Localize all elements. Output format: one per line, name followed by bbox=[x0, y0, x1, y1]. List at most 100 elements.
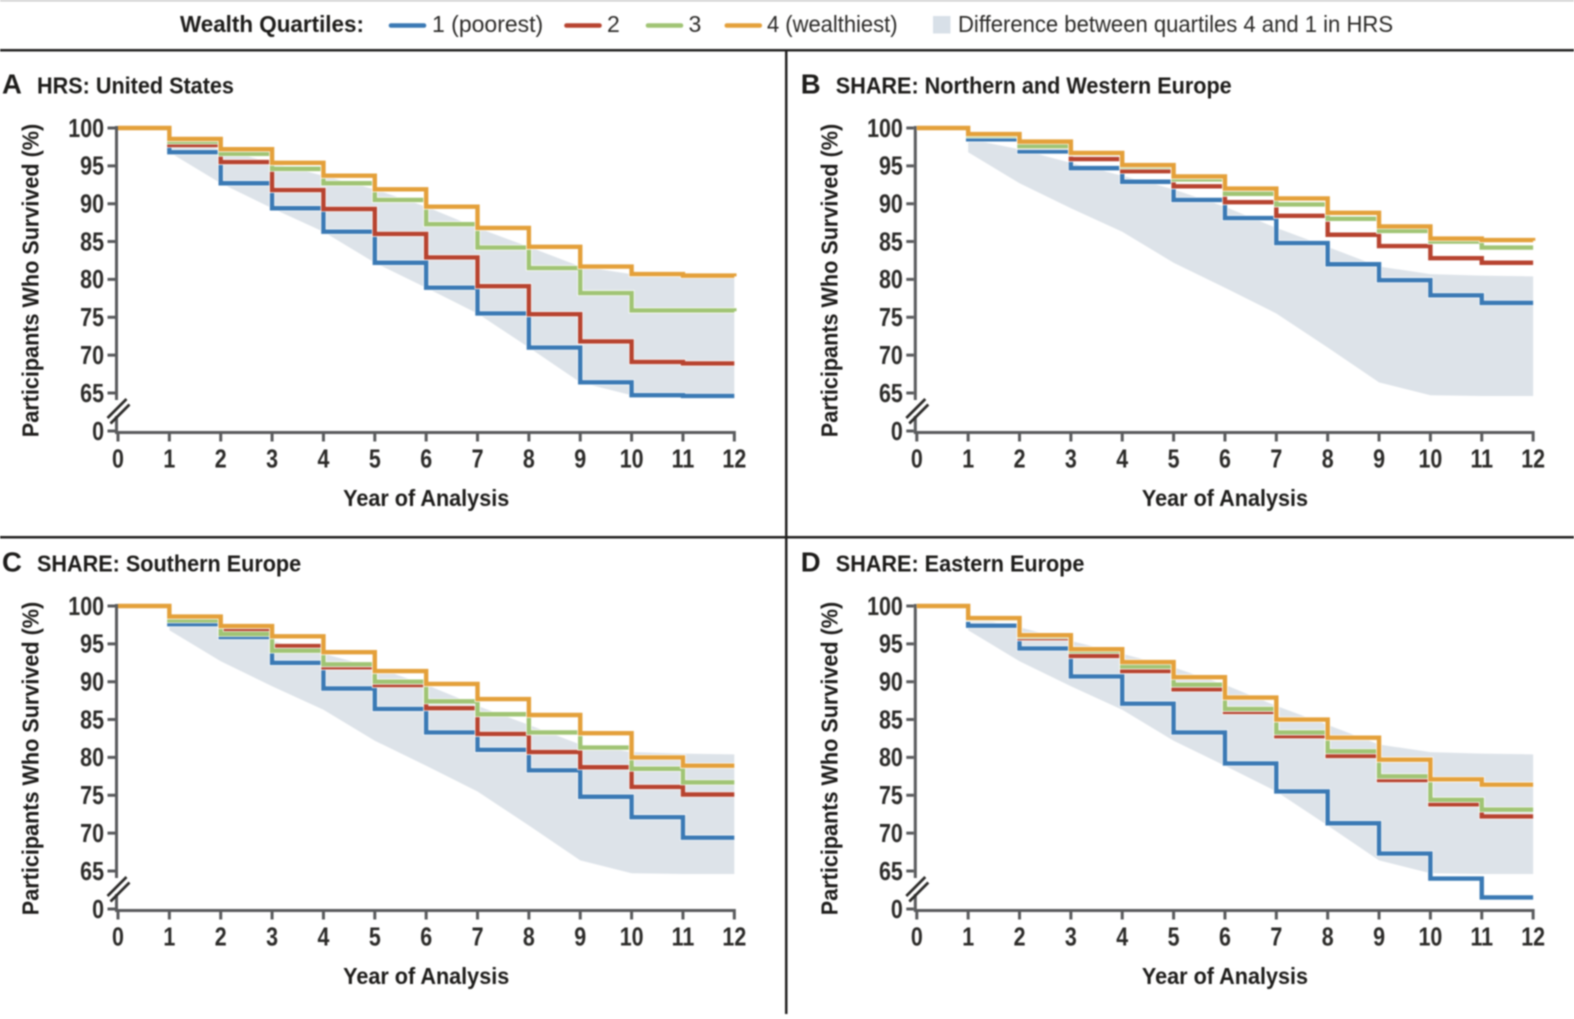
svg-text:9: 9 bbox=[574, 445, 586, 473]
svg-text:Participants Who Survived (%): Participants Who Survived (%) bbox=[18, 602, 44, 915]
svg-text:2: 2 bbox=[1014, 923, 1026, 951]
svg-text:95: 95 bbox=[879, 630, 903, 658]
svg-text:2: 2 bbox=[215, 923, 227, 951]
svg-text:90: 90 bbox=[879, 190, 903, 218]
svg-text:3: 3 bbox=[266, 445, 278, 473]
svg-text:1 (poorest): 1 (poorest) bbox=[432, 11, 543, 37]
svg-text:4 (wealthiest): 4 (wealthiest) bbox=[767, 12, 898, 38]
svg-text:7: 7 bbox=[1270, 923, 1282, 951]
svg-text:70: 70 bbox=[80, 341, 104, 369]
svg-text:3: 3 bbox=[689, 11, 702, 37]
svg-text:65: 65 bbox=[879, 857, 903, 885]
svg-text:Difference between quartiles 4: Difference between quartiles 4 and 1 in … bbox=[958, 12, 1393, 38]
svg-text:0: 0 bbox=[112, 923, 124, 951]
svg-text:8: 8 bbox=[523, 923, 535, 951]
svg-text:1: 1 bbox=[962, 923, 974, 951]
svg-text:10: 10 bbox=[1418, 923, 1442, 951]
svg-text:0: 0 bbox=[92, 895, 104, 923]
svg-text:2: 2 bbox=[1014, 445, 1026, 473]
svg-text:5: 5 bbox=[1168, 923, 1180, 951]
svg-text:4: 4 bbox=[317, 923, 329, 951]
svg-text:95: 95 bbox=[80, 152, 104, 180]
svg-text:0: 0 bbox=[112, 445, 124, 473]
svg-text:C: C bbox=[2, 547, 22, 578]
svg-text:HRS: United States: HRS: United States bbox=[37, 73, 234, 99]
svg-text:1: 1 bbox=[962, 445, 974, 473]
svg-text:9: 9 bbox=[574, 923, 586, 951]
svg-text:1: 1 bbox=[163, 923, 175, 951]
svg-text:3: 3 bbox=[1065, 923, 1077, 951]
svg-text:3: 3 bbox=[1065, 445, 1077, 473]
svg-text:Year of Analysis: Year of Analysis bbox=[1142, 963, 1308, 989]
svg-text:SHARE: Northern and Western Eu: SHARE: Northern and Western Europe bbox=[836, 73, 1232, 99]
svg-text:Year of Analysis: Year of Analysis bbox=[343, 485, 509, 511]
svg-text:5: 5 bbox=[1168, 445, 1180, 473]
svg-text:4: 4 bbox=[317, 445, 329, 473]
svg-text:1: 1 bbox=[163, 445, 175, 473]
svg-text:Participants Who Survived (%): Participants Who Survived (%) bbox=[817, 124, 843, 437]
svg-text:0: 0 bbox=[891, 417, 903, 445]
svg-text:100: 100 bbox=[68, 114, 104, 142]
svg-text:90: 90 bbox=[80, 190, 104, 218]
svg-text:6: 6 bbox=[420, 445, 432, 473]
svg-text:7: 7 bbox=[472, 923, 484, 951]
svg-text:2: 2 bbox=[607, 11, 620, 37]
svg-text:65: 65 bbox=[80, 379, 104, 407]
svg-text:80: 80 bbox=[80, 265, 104, 293]
svg-text:10: 10 bbox=[620, 923, 644, 951]
svg-text:2: 2 bbox=[215, 445, 227, 473]
svg-text:SHARE: Southern Europe: SHARE: Southern Europe bbox=[37, 551, 301, 577]
svg-text:3: 3 bbox=[266, 923, 278, 951]
svg-text:12: 12 bbox=[1521, 923, 1545, 951]
svg-text:0: 0 bbox=[911, 923, 923, 951]
svg-text:95: 95 bbox=[879, 152, 903, 180]
svg-text:12: 12 bbox=[1521, 445, 1545, 473]
svg-text:75: 75 bbox=[80, 303, 104, 331]
svg-text:4: 4 bbox=[1116, 923, 1128, 951]
svg-text:0: 0 bbox=[891, 895, 903, 923]
svg-text:9: 9 bbox=[1373, 445, 1385, 473]
svg-text:70: 70 bbox=[80, 819, 104, 847]
svg-text:10: 10 bbox=[620, 445, 644, 473]
svg-text:7: 7 bbox=[1270, 445, 1282, 473]
svg-text:85: 85 bbox=[879, 706, 903, 734]
svg-text:B: B bbox=[801, 69, 821, 100]
svg-text:80: 80 bbox=[879, 743, 903, 771]
svg-text:11: 11 bbox=[672, 445, 695, 473]
svg-text:4: 4 bbox=[1116, 445, 1128, 473]
svg-text:8: 8 bbox=[1322, 445, 1334, 473]
svg-text:A: A bbox=[2, 69, 22, 100]
svg-text:100: 100 bbox=[867, 592, 903, 620]
svg-text:10: 10 bbox=[1418, 445, 1442, 473]
svg-text:75: 75 bbox=[879, 781, 903, 809]
svg-text:6: 6 bbox=[1219, 445, 1231, 473]
svg-text:8: 8 bbox=[1322, 923, 1334, 951]
svg-text:11: 11 bbox=[1470, 923, 1493, 951]
svg-text:65: 65 bbox=[879, 379, 903, 407]
svg-text:0: 0 bbox=[911, 445, 923, 473]
svg-text:5: 5 bbox=[369, 923, 381, 951]
svg-text:Participants Who Survived (%): Participants Who Survived (%) bbox=[18, 124, 44, 437]
svg-text:80: 80 bbox=[879, 265, 903, 293]
svg-text:90: 90 bbox=[879, 668, 903, 696]
svg-text:Year of Analysis: Year of Analysis bbox=[1142, 485, 1308, 511]
svg-text:6: 6 bbox=[1219, 923, 1231, 951]
svg-text:85: 85 bbox=[879, 228, 903, 256]
svg-text:100: 100 bbox=[68, 592, 104, 620]
svg-text:12: 12 bbox=[722, 923, 746, 951]
svg-text:90: 90 bbox=[80, 668, 104, 696]
svg-text:D: D bbox=[801, 547, 821, 578]
svg-text:70: 70 bbox=[879, 341, 903, 369]
svg-text:85: 85 bbox=[80, 706, 104, 734]
svg-text:11: 11 bbox=[1470, 445, 1493, 473]
svg-text:100: 100 bbox=[867, 114, 903, 142]
svg-text:5: 5 bbox=[369, 445, 381, 473]
svg-text:65: 65 bbox=[80, 857, 104, 885]
svg-text:7: 7 bbox=[472, 445, 484, 473]
svg-text:95: 95 bbox=[80, 630, 104, 658]
svg-text:70: 70 bbox=[879, 819, 903, 847]
svg-text:0: 0 bbox=[92, 417, 104, 445]
svg-text:80: 80 bbox=[80, 743, 104, 771]
svg-text:9: 9 bbox=[1373, 923, 1385, 951]
svg-text:Wealth Quartiles:: Wealth Quartiles: bbox=[180, 11, 364, 37]
